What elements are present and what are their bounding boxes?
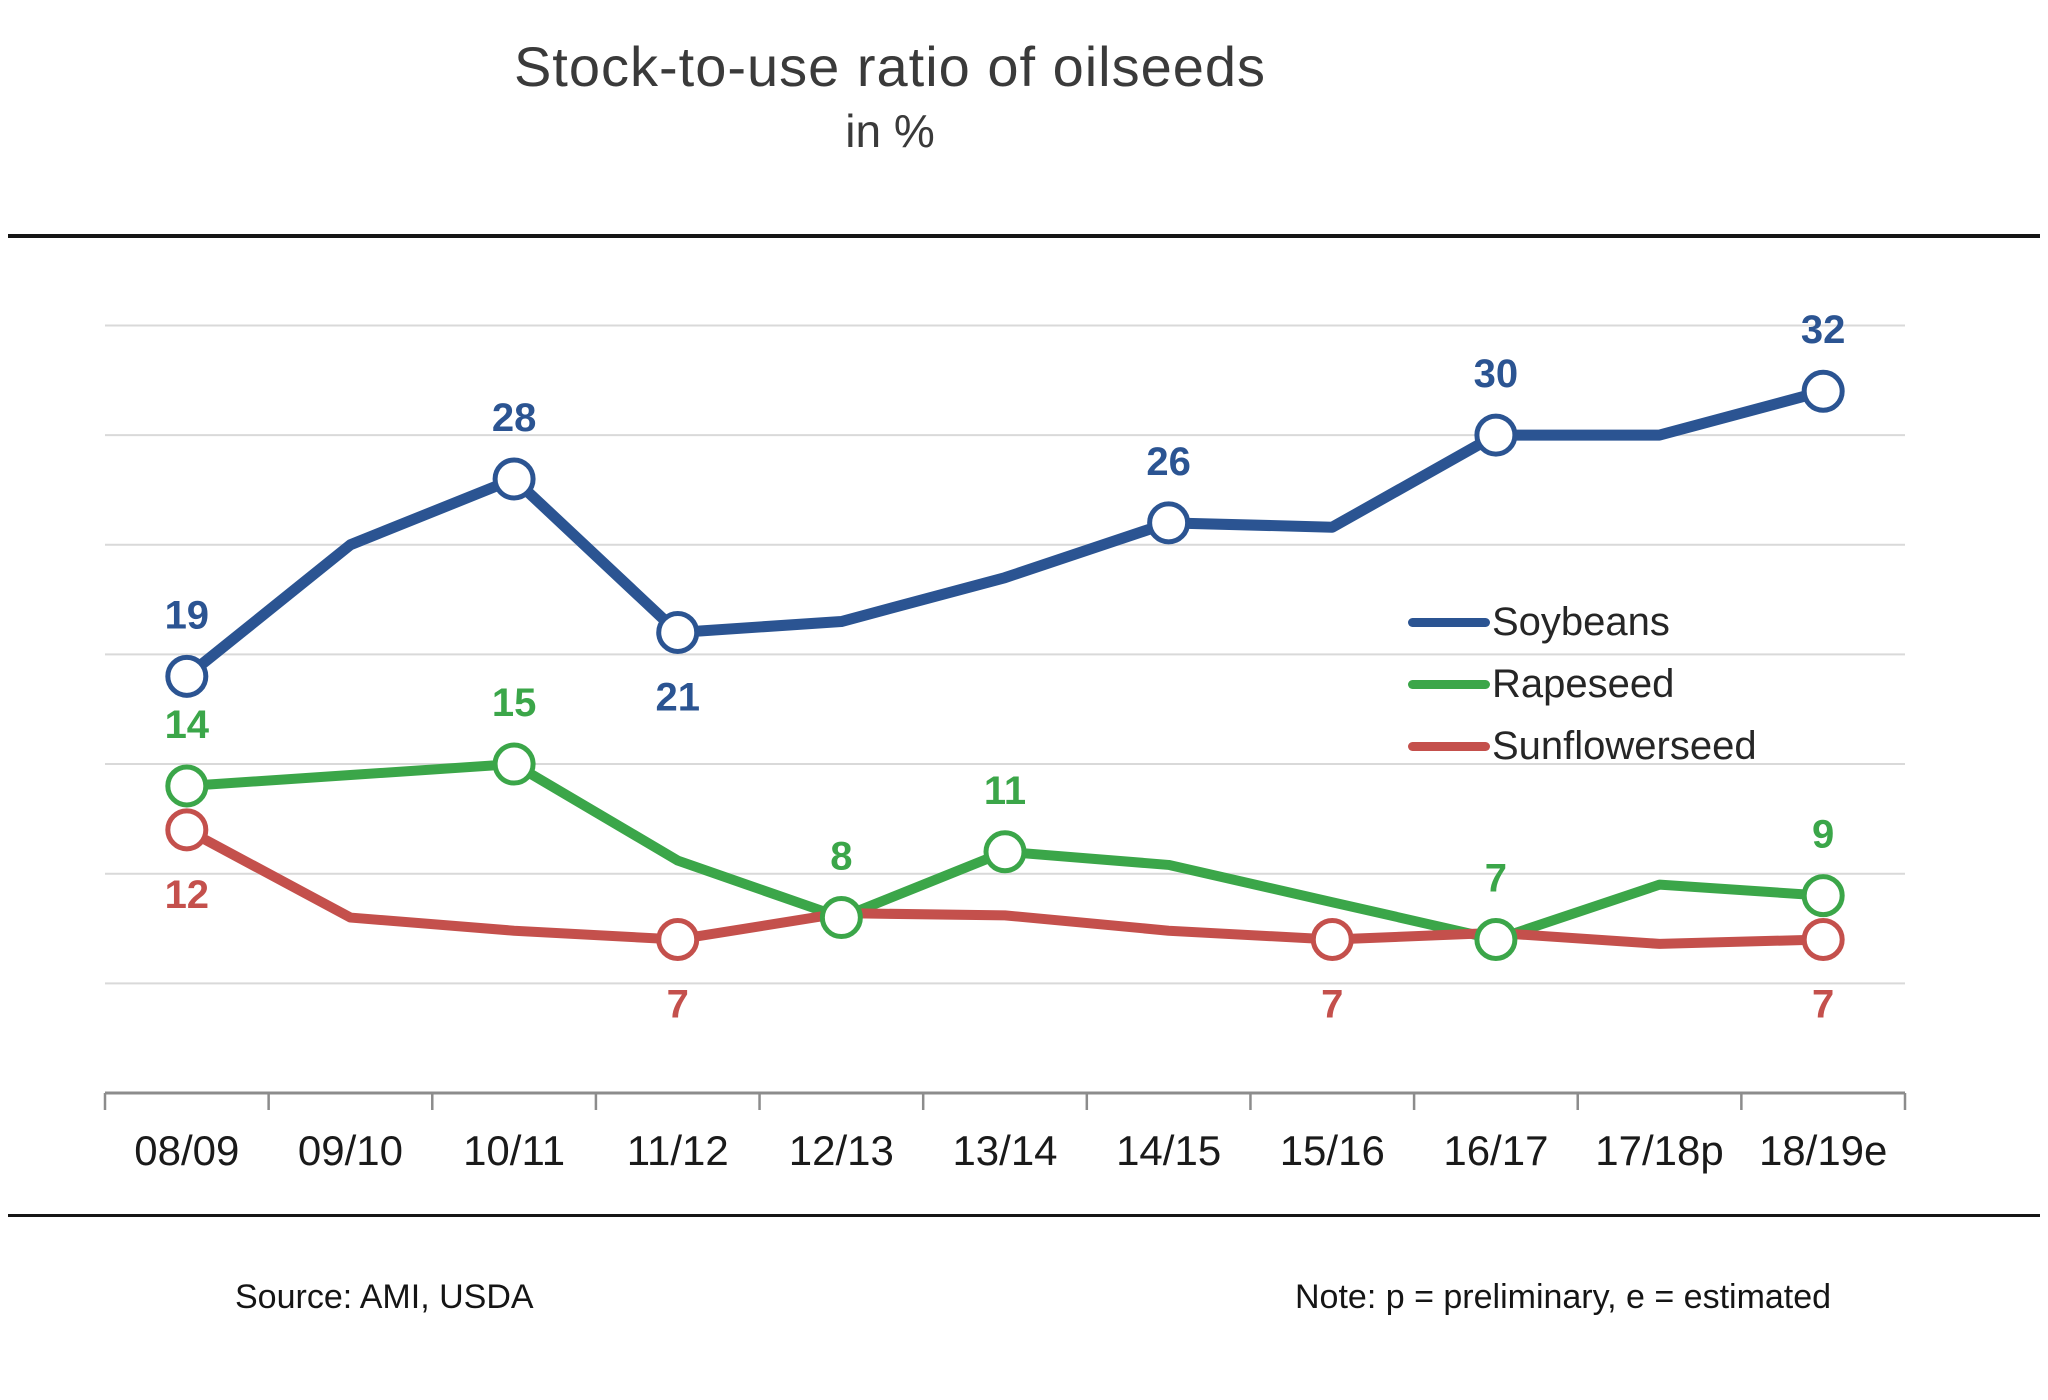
legend-item-sunflowerseed: Sunflowerseed	[1408, 715, 1828, 777]
data-point-marker-soybeans	[1801, 369, 1845, 413]
data-label-sunflowerseed: 7	[1321, 982, 1343, 1026]
rapeseed-line-swatch-icon	[1408, 679, 1490, 689]
data-label-soybeans: 32	[1801, 308, 1846, 352]
note-text: Note: p = preliminary, e = estimated	[1295, 1278, 1832, 1316]
soybeans-line-swatch-icon	[1408, 617, 1490, 627]
data-point-marker-rapeseed	[1801, 874, 1845, 918]
footer-divider-line	[8, 1214, 2040, 1217]
series-line-sunflowerseed	[181, 824, 1829, 949]
data-label-soybeans: 21	[655, 675, 700, 719]
data-point-marker-soybeans	[165, 654, 209, 698]
sunflowerseed-line-swatch-icon	[1408, 741, 1490, 751]
x-axis-label: 17/18p	[1595, 1127, 1723, 1174]
data-label-soybeans: 30	[1474, 352, 1519, 396]
data-point-marker-soybeans	[492, 457, 536, 501]
legend-item-soybeans: Soybeans	[1408, 591, 1828, 653]
data-point-marker-rapeseed	[165, 764, 209, 808]
data-point-marker-rapeseed	[819, 896, 863, 940]
x-axis-label: 16/17	[1443, 1127, 1548, 1174]
data-point-marker-sunflowerseed	[1310, 917, 1354, 961]
chart-title: Stock-to-use ratio of oilseeds	[513, 35, 1267, 98]
data-point-marker-rapeseed	[983, 830, 1027, 874]
x-axis-label: 12/13	[789, 1127, 894, 1174]
data-point-marker-soybeans	[1147, 501, 1191, 545]
x-axis-label: 11/12	[627, 1127, 729, 1174]
data-label-soybeans: 28	[492, 396, 537, 440]
data-point-marker-rapeseed	[492, 742, 536, 786]
x-axis-label: 10/11	[463, 1127, 565, 1174]
data-label-soybeans: 26	[1146, 440, 1191, 484]
legend-label: Rapeseed	[1492, 661, 1675, 706]
chart-subtitle: in %	[845, 105, 935, 157]
data-label-rapeseed: 8	[830, 835, 852, 879]
data-point-marker-sunflowerseed	[165, 808, 209, 852]
x-axis-label: 15/16	[1280, 1127, 1385, 1174]
x-axis-label: 09/10	[298, 1127, 403, 1174]
data-label-rapeseed: 7	[1485, 856, 1507, 900]
data-point-marker-soybeans	[656, 610, 700, 654]
data-label-rapeseed: 14	[165, 703, 210, 747]
legend: Soybeans Rapeseed Sunflowerseed	[1408, 591, 1828, 777]
data-point-marker-rapeseed	[1474, 917, 1518, 961]
data-point-marker-sunflowerseed	[1801, 917, 1845, 961]
data-label-rapeseed: 9	[1812, 813, 1834, 857]
data-point-marker-sunflowerseed	[656, 917, 700, 961]
data-label-sunflowerseed: 7	[1812, 982, 1834, 1026]
legend-item-rapeseed: Rapeseed	[1408, 653, 1828, 715]
x-axis-label: 18/19e	[1759, 1127, 1887, 1174]
x-axis-label: 13/14	[952, 1127, 1057, 1174]
x-axis-label: 14/15	[1116, 1127, 1221, 1174]
data-label-soybeans: 19	[165, 593, 210, 637]
series-line-soybeans	[181, 385, 1829, 682]
legend-label: Sunflowerseed	[1492, 723, 1757, 768]
data-label-sunflowerseed: 12	[165, 873, 210, 917]
data-label-rapeseed: 15	[492, 681, 537, 725]
source-text: Source: AMI, USDA	[235, 1278, 534, 1316]
x-axis-label: 08/09	[134, 1127, 239, 1174]
data-label-rapeseed: 11	[984, 769, 1026, 813]
header-divider-line	[8, 234, 2040, 238]
legend-label: Soybeans	[1492, 599, 1670, 644]
data-label-sunflowerseed: 7	[667, 982, 689, 1026]
data-point-marker-soybeans	[1474, 413, 1518, 457]
